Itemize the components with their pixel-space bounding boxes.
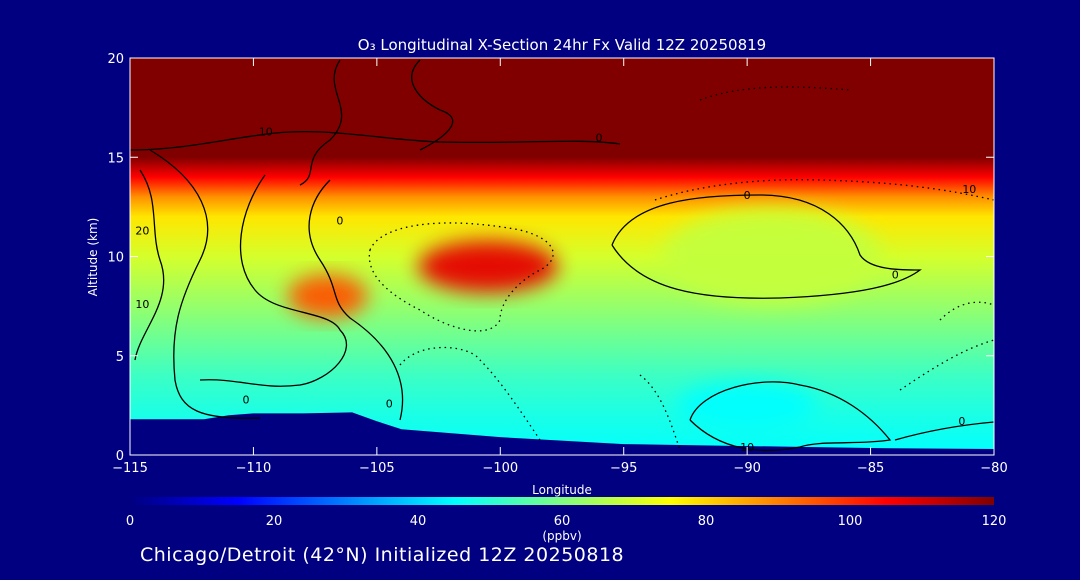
contour-line (299, 59, 343, 186)
ozone-feature (417, 240, 558, 293)
colorbar-tick-label: 120 (982, 514, 1007, 529)
y-axis-label: Altitude (km) (86, 218, 100, 297)
colorbar-unit-label: (ppbv) (542, 529, 581, 543)
y-axis-ticks: 0 5 10 15 20 (107, 52, 994, 464)
y-tick-label: 0 (116, 449, 124, 464)
x-tick-label: −85 (857, 461, 884, 476)
dotted-contour-line (399, 346, 541, 441)
contour-label: 10 (259, 125, 273, 138)
x-tick-label: −80 (980, 461, 1007, 476)
x-tick-label: −95 (610, 461, 637, 476)
x-tick-label: −90 (733, 461, 760, 476)
contour-line (611, 194, 922, 299)
dotted-contour-line (939, 301, 994, 321)
colorbar-tick-label: 0 (126, 514, 134, 529)
contour-label: 0 (958, 415, 965, 428)
colorbar-tick-label: 100 (838, 514, 863, 529)
ozone-features (287, 208, 882, 430)
dotted-contours (368, 86, 994, 451)
contour-label: 10 (962, 183, 976, 196)
x-tick-label: −100 (482, 461, 518, 476)
x-axis-label: Longitude (532, 483, 592, 497)
colorbar: 0 20 40 60 80 100 120 (ppbv) (126, 497, 1007, 543)
terrain-mask (130, 412, 994, 455)
contour-line (199, 174, 347, 387)
contour-label: 10 (135, 298, 149, 311)
contour-line (308, 179, 404, 421)
colorbar-tick-label: 80 (698, 514, 715, 529)
contour-label: 0 (744, 189, 751, 202)
contour-label: 0 (386, 397, 393, 410)
chart-title: O₃ Longitudinal X-Section 24hr Fx Valid … (358, 36, 766, 54)
contour-line (894, 421, 994, 441)
colorbar-tick-label: 60 (554, 514, 571, 529)
x-tick-label: −115 (112, 461, 148, 476)
contour-label: 0 (336, 215, 343, 228)
dotted-contour-line (368, 222, 554, 332)
dotted-contour-line (899, 339, 994, 391)
ozone-feature (287, 274, 368, 319)
contour-label: 0 (596, 131, 603, 144)
contour-line (689, 381, 892, 452)
colorbar-tick-label: 40 (410, 514, 427, 529)
x-axis-ticks: −115 −110 −105 −100 −95 −90 −85 −80 (112, 58, 1008, 476)
ozone-feature (661, 208, 882, 305)
contour-line (411, 59, 454, 151)
x-tick-label: −105 (359, 461, 395, 476)
y-tick-label: 15 (107, 151, 124, 166)
x-tick-label: −110 (236, 461, 272, 476)
run-caption: Chicago/Detroit (42°N) Initialized 12Z 2… (140, 544, 625, 566)
y-tick-label: 20 (107, 52, 124, 67)
colorbar-tick-label: 20 (266, 514, 283, 529)
y-tick-label: 10 (107, 251, 124, 266)
contour-label: 0 (892, 268, 899, 281)
colorbar-ticks: 0 20 40 60 80 100 120 (126, 514, 1007, 529)
contour-line (149, 149, 261, 419)
contour-line (130, 130, 621, 151)
contour-lines (130, 59, 994, 452)
ozone-feature (677, 381, 818, 430)
contour-line (134, 169, 165, 361)
colorbar-ramp (130, 497, 994, 505)
contour-label: 0 (243, 393, 250, 406)
y-tick-label: 5 (116, 350, 124, 365)
contour-label: 20 (135, 225, 149, 238)
